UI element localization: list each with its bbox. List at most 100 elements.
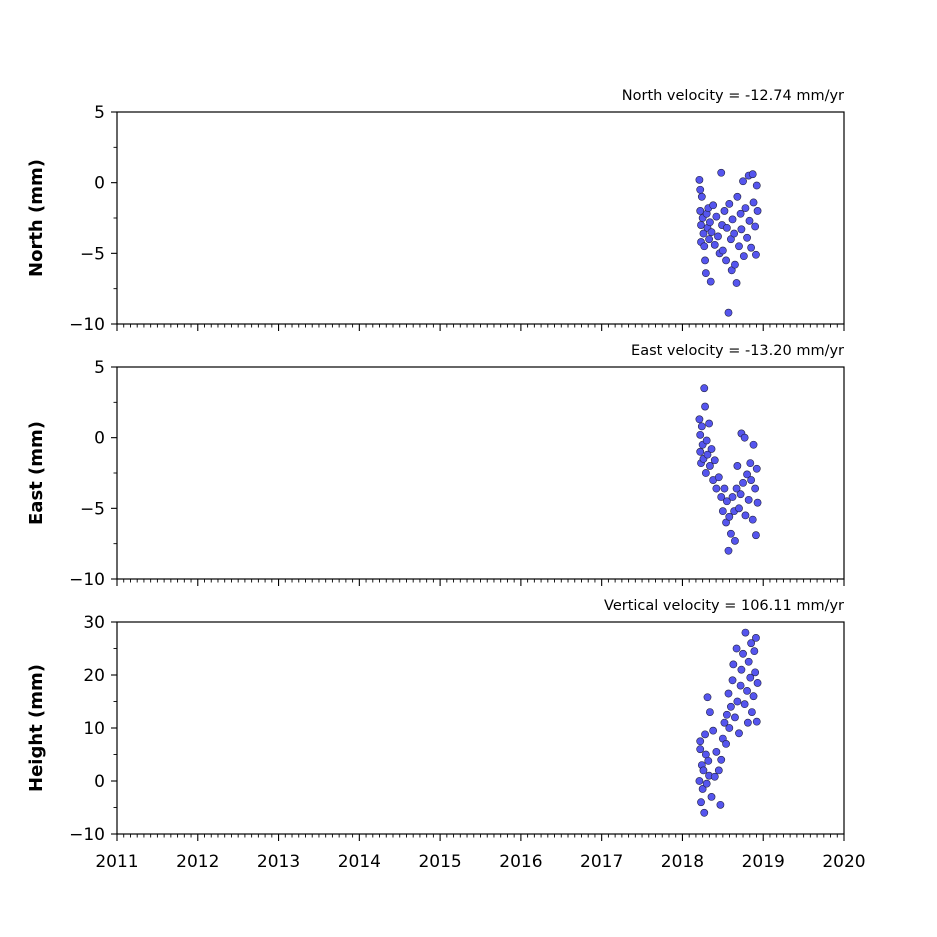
east-data-point [701, 402, 709, 411]
height-data-point [722, 740, 730, 748]
xtick-label: 2015 [418, 852, 461, 872]
east-data-point [744, 495, 753, 504]
north-ytick-label: 5 [94, 103, 105, 123]
height-data-point [725, 724, 734, 732]
east-data-point [701, 469, 710, 477]
east-data-point [753, 498, 762, 507]
north-data-point [695, 175, 704, 184]
east-data-point [743, 470, 751, 479]
north-data-point [712, 212, 721, 221]
height-ylabel: Height (mm) [26, 664, 47, 792]
north-data-point [701, 269, 710, 278]
east-data-point [722, 497, 731, 506]
east-data-point [705, 419, 713, 428]
height-data-point [707, 793, 716, 801]
xtick-label: 2013 [257, 852, 300, 872]
height-data-point [722, 710, 731, 719]
north-data-point [709, 201, 718, 210]
height-data-point [729, 660, 738, 669]
east-data-point [740, 433, 749, 442]
height-ytick-label: 10 [83, 719, 105, 739]
north-data-point [701, 256, 709, 265]
height-data-point [737, 665, 746, 674]
north-data-point [696, 207, 705, 215]
north-data-point [696, 185, 705, 194]
height-data-point [735, 729, 743, 738]
north-data-point [741, 204, 750, 213]
height-data-point [732, 644, 741, 653]
north-data-point [739, 252, 748, 261]
north-panel: 5 0 −5 −10 North velocity = -12.74 mm/yr Nort… [26, 88, 845, 335]
height-data-point [702, 779, 711, 788]
xtick-label: 2016 [499, 852, 542, 872]
east-data-point [696, 447, 705, 456]
height-data-point [710, 772, 719, 781]
height-data-point [727, 702, 735, 711]
north-data-point [732, 279, 741, 287]
north-data-point [751, 222, 760, 231]
north-data-point [748, 170, 757, 179]
height-data-point [743, 718, 752, 727]
height-data-point [740, 700, 749, 709]
north-data-point [710, 240, 719, 249]
height-data-point [739, 649, 747, 658]
height-data-point [696, 745, 705, 754]
east-data-point [720, 484, 729, 493]
north-data-point [706, 277, 715, 286]
height-data-point [704, 756, 713, 765]
north-data-point [697, 221, 705, 229]
north-data-point [733, 192, 742, 201]
height-data-point [731, 713, 739, 722]
east-data-point [741, 511, 750, 520]
height-data-point [700, 808, 709, 817]
xtick-label: 2011 [95, 852, 138, 872]
height-data-point [720, 718, 729, 727]
east-ytick-label: 0 [94, 429, 105, 449]
xtick-label: 2019 [742, 852, 785, 872]
north-data-point [752, 250, 760, 259]
east-ytick-label: −10 [69, 570, 105, 590]
north-data-point [728, 215, 737, 224]
north-data-point [745, 216, 754, 225]
xtick-label: 2012 [176, 852, 219, 872]
height-data-point [751, 668, 760, 677]
north-ytick-label: −5 [80, 244, 105, 264]
height-ytick-label: 30 [83, 613, 105, 633]
east-data-point [751, 484, 760, 493]
height-data-point [733, 697, 742, 706]
north-data-point [717, 168, 726, 177]
east-data-point [717, 493, 726, 501]
height-data-point [709, 726, 718, 735]
east-data-point [732, 484, 741, 493]
height-axes-frame [116, 621, 845, 835]
north-data-point [730, 229, 739, 238]
height-data-point [728, 676, 737, 685]
east-ytick-label: 5 [94, 358, 105, 378]
north-data-point [697, 192, 706, 201]
east-data-point [731, 536, 739, 545]
height-data-point [750, 647, 759, 656]
east-data-point [746, 459, 755, 468]
east-data-point [752, 464, 761, 473]
north-ylabel: North (mm) [26, 159, 47, 277]
east-data-point [752, 531, 760, 540]
height-data-point [747, 639, 756, 648]
east-data-point [727, 529, 735, 538]
east-ytick-label: −5 [80, 499, 105, 519]
north-data-point [706, 218, 714, 227]
east-velocity-annotation: East velocity = -13.20 mm/yr [631, 343, 844, 359]
north-data-point [749, 198, 758, 207]
north-data-point [725, 199, 734, 208]
height-data-point [753, 679, 762, 687]
east-data-point [706, 462, 714, 470]
east-data-point [710, 456, 719, 465]
north-data-point [699, 229, 708, 238]
height-data-point [696, 737, 705, 746]
height-data-point [716, 800, 725, 809]
east-data-point [703, 450, 712, 459]
north-data-point [736, 209, 745, 218]
height-data-point [748, 708, 756, 716]
height-data-point [714, 766, 723, 775]
north-data-point [752, 181, 761, 190]
height-data-point [746, 673, 755, 682]
